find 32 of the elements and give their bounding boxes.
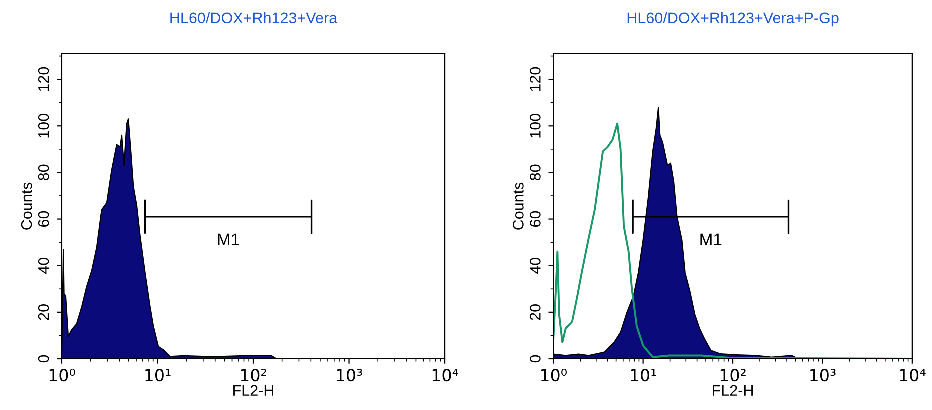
chart-title: HL60/DOX+Rh123+Vera	[170, 12, 338, 24]
annotation: M1	[700, 234, 722, 246]
y-axis-title: Counts	[21, 182, 32, 230]
x-tick-label: 10⁴	[900, 369, 926, 382]
y-tick-label: 40	[530, 258, 541, 274]
x-tick-label: 10²	[720, 369, 746, 382]
x-tick-label: 10³	[337, 369, 362, 382]
y-axis-title: Counts	[513, 182, 524, 230]
y-tick-label: 80	[530, 164, 541, 181]
x-tick-label: 10¹	[631, 369, 656, 382]
x-tick-label: 10³	[810, 369, 836, 382]
annotation: M1	[218, 234, 240, 246]
y-tick-label: 20	[530, 304, 541, 320]
y-tick-label: 120	[38, 67, 50, 92]
y-tick-label: 60	[530, 211, 541, 228]
x-axis-title: FL2-H	[713, 385, 753, 396]
x-tick-label: 10¹	[146, 369, 171, 382]
y-tick-label: 0	[38, 355, 50, 363]
x-tick-label: 10⁴	[432, 369, 458, 382]
y-tick-label: 100	[530, 114, 541, 138]
y-tick-label: 120	[530, 67, 541, 92]
x-tick-label: 10⁰	[541, 369, 567, 382]
chart-title: HL60/DOX+Rh123+Vera+P-Gp	[628, 12, 839, 27]
y-tick-label: 40	[38, 258, 50, 274]
x-axis-title: FL2-H	[234, 385, 274, 396]
x-tick-label: 10⁰	[50, 369, 76, 382]
y-tick-label: 60	[38, 211, 50, 228]
y-tick-label: 80	[38, 164, 50, 181]
y-tick-label: 20	[38, 304, 50, 320]
x-tick-label: 10²	[241, 369, 266, 382]
y-tick-label: 0	[530, 355, 541, 363]
y-tick-label: 100	[38, 114, 50, 138]
